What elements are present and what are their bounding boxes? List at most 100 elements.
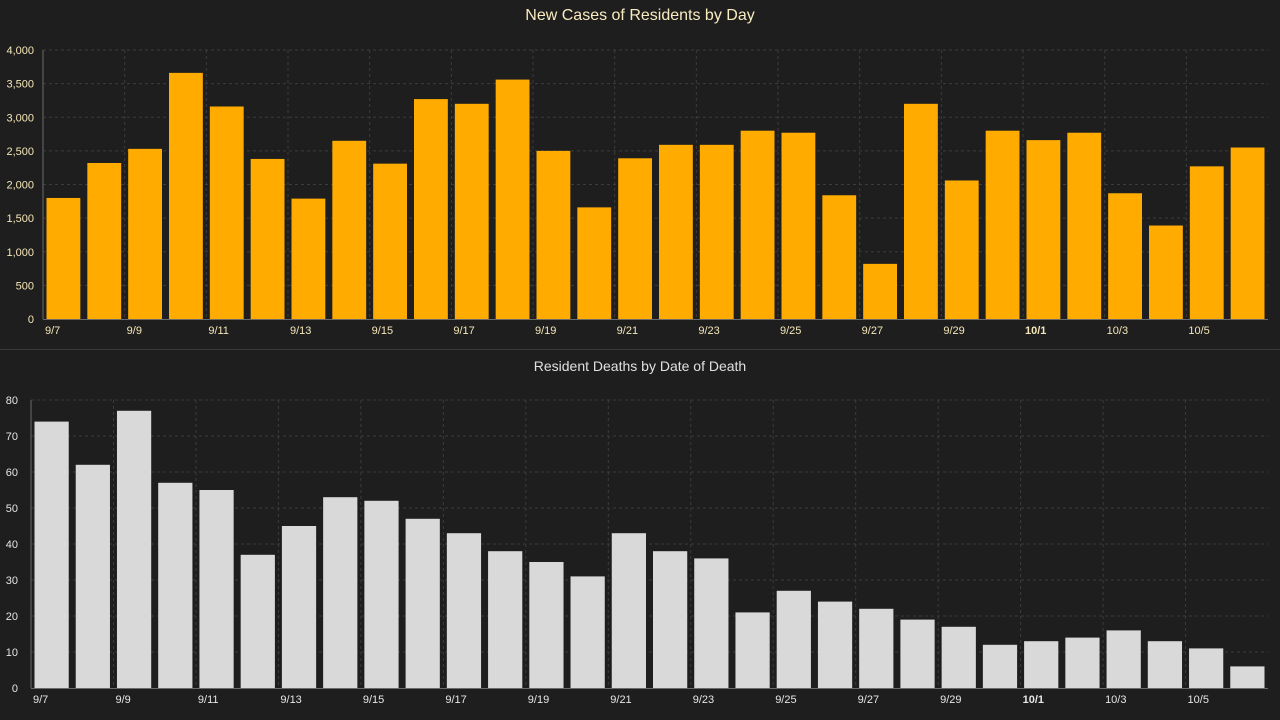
cases-bar-9-23[interactable] — [699, 144, 734, 319]
cases-bar-9-20[interactable] — [577, 207, 612, 319]
deaths-xtick-label: 10/5 — [1188, 694, 1209, 706]
cases-xtick-label: 9/25 — [780, 325, 801, 337]
cases-bar-10-6[interactable] — [1230, 147, 1265, 319]
cases-bar-10-1[interactable] — [1026, 140, 1061, 319]
deaths-xtick-label: 9/15 — [363, 694, 384, 706]
deaths-chart-title: Resident Deaths by Date of Death — [533, 358, 747, 374]
cases-bar-9-25[interactable] — [781, 132, 816, 319]
cases-bar-9-28[interactable] — [904, 103, 938, 319]
deaths-xtick-label: 9/21 — [610, 694, 631, 706]
cases-xtick-label: 10/3 — [1107, 325, 1128, 337]
cases-bar-10-3[interactable] — [1108, 193, 1142, 319]
deaths-xtick-label: 9/11 — [198, 694, 219, 706]
cases-ytick-label: 500 — [16, 280, 34, 292]
cases-bar-9-13[interactable] — [291, 198, 326, 319]
deaths-ytick-label: 20 — [6, 611, 18, 623]
deaths-bar-9-29[interactable] — [941, 626, 976, 688]
cases-bar-10-5[interactable] — [1189, 166, 1224, 319]
deaths-xtick-label: 9/27 — [858, 694, 879, 706]
deaths-bar-9-12[interactable] — [240, 554, 275, 688]
deaths-xtick-label: 10/3 — [1105, 694, 1126, 706]
cases-bar-9-19[interactable] — [536, 150, 571, 319]
deaths-bar-10-3[interactable] — [1106, 630, 1141, 688]
cases-bar-9-29[interactable] — [944, 180, 979, 319]
cases-xtick-label: 9/17 — [453, 325, 474, 337]
deaths-bar-9-28[interactable] — [900, 619, 935, 688]
deaths-bar-9-21[interactable] — [611, 533, 646, 688]
deaths-ytick-label: 70 — [6, 431, 18, 443]
deaths-bar-9-13[interactable] — [281, 526, 317, 688]
cases-xtick-label: 9/9 — [127, 325, 142, 337]
cases-bar-9-21[interactable] — [618, 158, 652, 319]
cases-xtick-label: 9/19 — [535, 325, 556, 337]
chart-divider — [0, 349, 1280, 350]
deaths-bar-9-10[interactable] — [158, 482, 193, 688]
deaths-ytick-label: 0 — [12, 683, 18, 695]
cases-ytick-label: 1,000 — [6, 247, 34, 259]
deaths-bar-9-22[interactable] — [653, 551, 688, 688]
deaths-ytick-label: 10 — [6, 647, 18, 659]
deaths-xtick-label: 9/23 — [693, 694, 714, 706]
cases-bar-9-27[interactable] — [863, 263, 897, 319]
cases-bar-9-18[interactable] — [495, 79, 530, 319]
deaths-bar-9-15[interactable] — [364, 500, 399, 688]
deaths-chart-panel: Resident Deaths by Date of Death 0 10 20 30… — [0, 350, 1280, 720]
cases-xtick-label: 10/1 — [1025, 325, 1046, 337]
deaths-bar-9-7[interactable] — [34, 421, 69, 688]
deaths-bar-9-17[interactable] — [446, 533, 482, 688]
cases-ytick-label: 4,000 — [6, 45, 34, 57]
deaths-bar-9-14[interactable] — [323, 497, 358, 688]
deaths-bar-9-9[interactable] — [116, 410, 152, 688]
deaths-bar-10-2[interactable] — [1065, 637, 1100, 688]
deaths-bar-9-11[interactable] — [199, 490, 234, 688]
deaths-bar-9-27[interactable] — [859, 608, 894, 688]
deaths-bar-9-24[interactable] — [735, 612, 770, 688]
deaths-ytick-label: 50 — [6, 503, 18, 515]
cases-bar-9-14[interactable] — [332, 140, 367, 319]
cases-bar-9-16[interactable] — [414, 99, 448, 319]
cases-bar-9-17[interactable] — [454, 103, 489, 319]
deaths-bar-10-5[interactable] — [1189, 648, 1224, 688]
deaths-bar-10-1[interactable] — [1024, 641, 1059, 688]
deaths-bar-10-4[interactable] — [1147, 641, 1183, 688]
deaths-ytick-label: 60 — [6, 467, 18, 479]
deaths-bar-9-30[interactable] — [982, 644, 1018, 688]
deaths-bar-9-8[interactable] — [75, 464, 110, 688]
cases-bar-9-26[interactable] — [822, 195, 857, 319]
cases-bar-9-9[interactable] — [128, 148, 162, 319]
cases-bar-9-24[interactable] — [740, 130, 775, 319]
deaths-bar-9-19[interactable] — [529, 562, 564, 688]
cases-chart-title: New Cases of Residents by Day — [525, 7, 755, 24]
cases-bar-9-22[interactable] — [659, 144, 693, 319]
deaths-xtick-label: 9/9 — [115, 694, 130, 706]
deaths-bar-9-18[interactable] — [488, 551, 523, 688]
deaths-bar-9-26[interactable] — [817, 601, 853, 688]
deaths-xtick-label: 9/13 — [280, 694, 301, 706]
cases-xtick-label: 9/13 — [290, 325, 311, 337]
cases-bar-9-12[interactable] — [250, 158, 285, 319]
cases-xtick-label: 9/7 — [45, 325, 60, 337]
deaths-bar-10-6[interactable] — [1230, 666, 1265, 688]
cases-chart: 0 500 1,000 1,500 2,000 2,500 3,000 3,500 4,000 9… — [6, 45, 1268, 337]
cases-xtick-label: 9/23 — [698, 325, 719, 337]
deaths-ytick-label: 80 — [6, 395, 18, 407]
cases-xtick-label: 9/15 — [372, 325, 393, 337]
cases-bar-9-10[interactable] — [169, 72, 203, 320]
cases-ytick-label: 1,500 — [6, 213, 34, 225]
cases-bar-9-15[interactable] — [373, 163, 407, 319]
cases-bar-9-8[interactable] — [87, 162, 122, 319]
cases-bar-10-4[interactable] — [1149, 225, 1183, 319]
cases-xtick-label: 9/21 — [617, 325, 638, 337]
cases-xtick-label: 9/29 — [943, 325, 964, 337]
cases-bar-9-30[interactable] — [985, 130, 1020, 319]
cases-ytick-label: 2,500 — [6, 146, 34, 158]
deaths-xtick-label: 10/1 — [1023, 694, 1044, 706]
deaths-bar-9-20[interactable] — [570, 576, 605, 688]
cases-bar-9-7[interactable] — [46, 197, 81, 319]
cases-bar-10-2[interactable] — [1067, 132, 1102, 319]
deaths-bar-9-25[interactable] — [776, 590, 811, 688]
deaths-bar-9-16[interactable] — [405, 518, 440, 688]
cases-bar-9-11[interactable] — [209, 106, 244, 320]
deaths-bar-9-23[interactable] — [694, 558, 729, 688]
cases-ytick-label: 0 — [28, 314, 34, 326]
